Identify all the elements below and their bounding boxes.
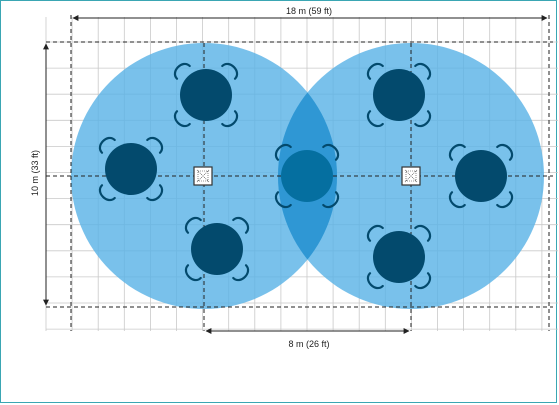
dimension-lines xyxy=(43,15,548,334)
table-top xyxy=(281,150,333,202)
table-top xyxy=(105,143,157,195)
chair-icon xyxy=(146,136,164,154)
table-top xyxy=(373,231,425,283)
chair-icon xyxy=(448,143,466,161)
chair-icon xyxy=(221,110,239,128)
chair-icon xyxy=(496,143,514,161)
chair-icon xyxy=(414,272,432,290)
round-table-with-chairs-icon xyxy=(184,216,250,282)
chair-icon xyxy=(184,264,202,282)
round-table-with-chairs-icon xyxy=(448,143,514,209)
chair-icon xyxy=(496,191,514,209)
table-top xyxy=(373,69,425,121)
chair-icon xyxy=(366,62,384,80)
chair-icon xyxy=(322,191,340,209)
height-dimension-label: 10 m (33 ft) xyxy=(30,150,40,196)
chair-icon xyxy=(274,143,292,161)
chair-icon xyxy=(232,216,250,234)
table-top xyxy=(191,223,243,275)
tables xyxy=(98,62,514,290)
chair-icon xyxy=(98,184,116,202)
chair-icon xyxy=(366,110,384,128)
chair-icon xyxy=(184,216,202,234)
round-table-with-chairs-icon xyxy=(366,224,432,290)
round-table-with-chairs-icon xyxy=(366,62,432,128)
chair-icon xyxy=(414,224,432,242)
round-table-with-chairs-icon xyxy=(98,136,164,202)
ceiling-microphone-icon xyxy=(401,166,421,186)
round-table-with-chairs-icon xyxy=(173,62,239,128)
table-top xyxy=(455,150,507,202)
chair-icon xyxy=(173,62,191,80)
chair-icon xyxy=(274,191,292,209)
chair-icon xyxy=(448,191,466,209)
width-dimension-label: 18 m (59 ft) xyxy=(286,6,332,16)
chair-icon xyxy=(366,224,384,242)
width-label-bg xyxy=(282,5,336,16)
chair-icon xyxy=(146,184,164,202)
chair-icon xyxy=(232,264,250,282)
chair-icon xyxy=(414,62,432,80)
chair-icon xyxy=(221,62,239,80)
chair-icon xyxy=(322,143,340,161)
chair-icon xyxy=(366,272,384,290)
devices xyxy=(193,166,421,186)
table-top xyxy=(180,69,232,121)
ceiling-microphone-icon xyxy=(193,166,213,186)
chair-icon xyxy=(414,110,432,128)
spacing-dimension-label: 8 m (26 ft) xyxy=(288,339,329,349)
spacing-label-bg xyxy=(280,338,338,350)
chair-icon xyxy=(173,110,191,128)
chair-icon xyxy=(98,136,116,154)
round-table-with-chairs-icon xyxy=(274,143,340,209)
